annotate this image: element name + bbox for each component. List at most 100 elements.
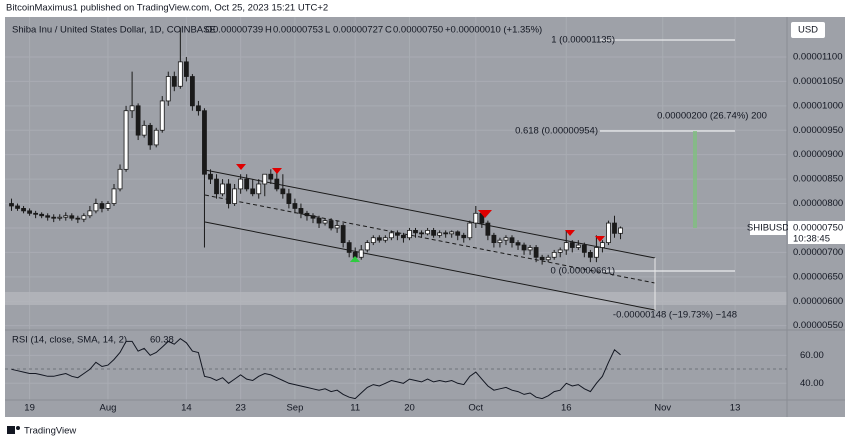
candle-body [533, 247, 539, 258]
ohlc-label: L [325, 25, 330, 36]
candle-body [413, 230, 418, 234]
candle-body [196, 105, 201, 112]
footer-logo [7, 426, 20, 434]
x-tick-label: Nov [654, 403, 671, 414]
candle-body [298, 208, 304, 214]
rsi-tick-label: 40.00 [800, 378, 824, 389]
y-tick-label: 0.00001050 [793, 76, 843, 87]
candle-body [9, 203, 14, 207]
candle-body [575, 244, 581, 248]
candle-body [334, 225, 340, 229]
candle-body [165, 76, 171, 102]
candle-body [87, 210, 93, 217]
time-axis: 19 Aug 14 23 Sep 11 20 Oct 16 Nov 13 [24, 403, 740, 414]
measure-bar [693, 131, 697, 228]
candle-body [244, 178, 250, 190]
candle-body [491, 234, 497, 244]
channel-lower [204, 221, 656, 311]
ohlc-change: +0.00000010 (+1.35%) [445, 25, 542, 36]
drawings [204, 39, 735, 311]
x-tick-label: 20 [404, 403, 415, 414]
candle-body [557, 249, 563, 253]
candle-body [407, 230, 412, 239]
price-tag: 0.00000750 [793, 223, 843, 234]
x-tick-label: Oct [468, 403, 483, 414]
candle-body [539, 256, 545, 261]
y-tick-label: 0.00000900 [793, 149, 843, 160]
candle-body [51, 216, 57, 219]
candle-body [129, 105, 135, 112]
candle-body [250, 188, 256, 195]
currency[interactable]: USD [798, 25, 818, 36]
x-tick-label: 16 [561, 403, 572, 414]
candle-body [214, 178, 219, 195]
candle-body [455, 231, 461, 236]
x-tick-label: 14 [181, 403, 192, 414]
byline: BitcoinMaximus1 published on TradingView… [6, 3, 328, 14]
candle-body [346, 242, 352, 253]
candle-body [328, 220, 334, 229]
ohlc-header: O 0.00000739 H 0.00000753 L 0.00000727 C 0.0000… [205, 25, 542, 36]
top-marker [478, 210, 492, 218]
support-zone [5, 292, 787, 305]
y-tick-label: 0.00000850 [793, 174, 843, 185]
candle-body [401, 234, 406, 239]
candle-body [15, 205, 20, 209]
y-tick-label: 0.00000950 [793, 125, 843, 136]
currency-button[interactable] [791, 22, 825, 38]
candle-body [286, 193, 292, 204]
candle-body [75, 217, 81, 220]
candle-body [509, 237, 515, 244]
candle-body [220, 183, 225, 195]
x-tick-label: 19 [24, 403, 35, 414]
candle-body [183, 61, 189, 77]
candle-body [117, 168, 123, 190]
candle-body [268, 173, 274, 180]
bottom-marker [350, 256, 360, 262]
candle-body [304, 212, 310, 217]
candle-body [618, 227, 623, 234]
ohlc-value: 0.00000753 [273, 25, 323, 36]
top-marker [272, 168, 282, 174]
candle-body [310, 215, 316, 219]
candle-body [515, 242, 521, 246]
candle-body [364, 242, 370, 251]
ohlc-label: H [265, 25, 272, 36]
candle-body [467, 222, 473, 239]
candle-body [612, 222, 617, 234]
top-marker [565, 230, 575, 236]
candle-body [545, 256, 551, 261]
candle-body [376, 237, 382, 241]
candle-body [443, 232, 449, 235]
candle-body [45, 215, 51, 218]
candle-body [111, 188, 117, 204]
candle-body [159, 100, 165, 131]
candle-body [600, 242, 605, 248]
candle-body [461, 234, 467, 239]
candle-body [587, 251, 593, 258]
measure-label: 0.00000200 (26.74%) 200 [657, 111, 767, 122]
candle-body [449, 231, 455, 235]
candle-body [563, 242, 569, 251]
candle-body [280, 188, 286, 195]
top-marker [236, 164, 246, 170]
candle-body [33, 212, 39, 215]
candle-body [123, 110, 129, 170]
x-tick-label: Aug [100, 403, 117, 414]
candle-body [551, 251, 557, 258]
candle-body [581, 244, 587, 253]
y-tick-label: 0.00000650 [793, 271, 843, 282]
candles [9, 27, 623, 265]
candle-body [262, 173, 268, 185]
channel-upper [204, 169, 656, 259]
candle-body [358, 249, 364, 258]
candle-body [497, 239, 503, 244]
symbol-tag-bg [750, 221, 786, 235]
candle-body [606, 222, 611, 244]
candle-body [141, 124, 147, 136]
candle-body [202, 110, 207, 175]
candle-body [69, 215, 75, 219]
candle-body [153, 129, 159, 146]
fib-label: 1 (0.00001135) [551, 35, 615, 46]
